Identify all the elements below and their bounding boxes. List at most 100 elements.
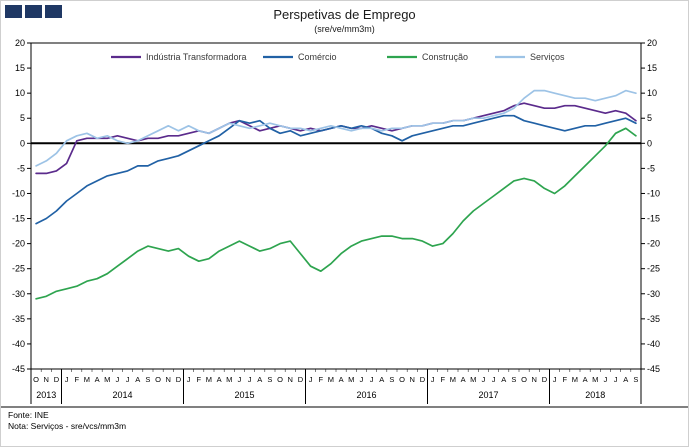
x-month-label: J (116, 375, 120, 384)
x-month-label: J (482, 375, 486, 384)
x-year-label: 2016 (356, 390, 376, 400)
x-month-label: J (604, 375, 608, 384)
y-tick-label-left: -15 (12, 214, 25, 224)
x-month-label: M (470, 375, 476, 384)
y-tick-label-right: -40 (647, 339, 660, 349)
logo-square (45, 5, 62, 18)
legend-label: Comércio (298, 52, 337, 62)
x-month-label: N (410, 375, 415, 384)
x-month-label: M (206, 375, 212, 384)
x-month-label: N (44, 375, 49, 384)
series-line-Serviços (35, 89, 637, 167)
x-month-label: O (399, 375, 405, 384)
series-line-Construção (35, 127, 637, 300)
y-tick-label-left: -30 (12, 289, 25, 299)
y-tick-label-right: -35 (647, 314, 660, 324)
y-tick-label-left: -20 (12, 239, 25, 249)
series-line-Comércio (35, 114, 637, 225)
x-month-label: M (226, 375, 232, 384)
x-month-label: A (339, 375, 344, 384)
chart-title: Perspetivas de Emprego (273, 7, 416, 22)
x-month-label: A (379, 375, 384, 384)
x-month-label: J (248, 375, 252, 384)
y-tick-label-left: -40 (12, 339, 25, 349)
footer: Fonte: INE Nota: Serviços - sre/vcs/mm3m (8, 410, 126, 432)
y-tick-label-right: -5 (647, 163, 655, 173)
x-month-label: A (501, 375, 506, 384)
x-month-label: S (389, 375, 394, 384)
x-month-label: D (542, 375, 548, 384)
x-month-label: N (532, 375, 537, 384)
y-tick-label-left: -45 (12, 364, 25, 374)
x-month-label: A (95, 375, 100, 384)
x-month-label: D (54, 375, 60, 384)
x-month-label: F (318, 375, 323, 384)
legend-label: Indústria Transformadora (146, 52, 247, 62)
x-month-label: S (511, 375, 516, 384)
x-month-label: D (298, 375, 304, 384)
x-month-label: M (348, 375, 354, 384)
x-month-label: A (623, 375, 628, 384)
y-tick-label-right: -15 (647, 214, 660, 224)
y-tick-label-left: 0 (20, 138, 25, 148)
x-year-label: 2014 (112, 390, 132, 400)
x-month-label: A (257, 375, 262, 384)
y-tick-label-left: -35 (12, 314, 25, 324)
x-month-label: O (33, 375, 39, 384)
x-month-label: J (553, 375, 557, 384)
x-month-label: J (360, 375, 364, 384)
x-month-label: M (328, 375, 334, 384)
y-tick-label-right: 5 (647, 113, 652, 123)
y-tick-label-left: -25 (12, 264, 25, 274)
y-tick-label-right: 15 (647, 63, 657, 73)
x-month-label: D (176, 375, 182, 384)
x-month-label: O (155, 375, 161, 384)
source-note: Fonte: INE (8, 410, 49, 420)
x-month-label: M (104, 375, 110, 384)
x-month-label: S (267, 375, 272, 384)
x-month-label: J (187, 375, 191, 384)
x-month-label: M (572, 375, 578, 384)
x-month-label: J (370, 375, 374, 384)
logo-square (5, 5, 22, 18)
y-tick-label-left: 5 (20, 113, 25, 123)
x-month-label: J (238, 375, 242, 384)
x-month-label: O (521, 375, 527, 384)
chart-subtitle: (sre/ve/mm3m) (314, 24, 375, 34)
y-tick-label-right: -10 (647, 188, 660, 198)
x-month-label: M (450, 375, 456, 384)
y-tick-label-left: 15 (15, 63, 25, 73)
x-year-label: 2018 (585, 390, 605, 400)
legend-label: Serviços (530, 52, 565, 62)
x-month-label: A (583, 375, 588, 384)
x-month-label: F (562, 375, 567, 384)
y-tick-label-left: 10 (15, 88, 25, 98)
series-line-Indústria Transformadora (35, 102, 637, 175)
x-month-label: F (74, 375, 79, 384)
x-month-label: J (614, 375, 618, 384)
x-year-label: 2017 (478, 390, 498, 400)
x-year-label: 2015 (234, 390, 254, 400)
x-month-label: J (431, 375, 435, 384)
x-year-label: 2013 (36, 390, 56, 400)
y-tick-label-right: 20 (647, 38, 657, 48)
logo-square (25, 5, 42, 18)
x-month-label: F (440, 375, 445, 384)
services-note: Nota: Serviços - sre/vcs/mm3m (8, 421, 127, 432)
y-tick-label-right: -45 (647, 364, 660, 374)
x-month-label: A (135, 375, 140, 384)
x-month-label: D (420, 375, 426, 384)
x-month-label: F (196, 375, 201, 384)
y-tick-label-left: -5 (17, 163, 25, 173)
x-month-label: J (492, 375, 496, 384)
x-month-label: J (309, 375, 313, 384)
y-axis: 20 20 15 15 10 10 5 5 0 0 -5 -5 -10 -10 -15 -15 -20 -20 -2… (12, 38, 660, 374)
x-month-label: A (461, 375, 466, 384)
x-month-label: S (145, 375, 150, 384)
y-tick-label-left: -10 (12, 188, 25, 198)
x-month-label: N (288, 375, 293, 384)
y-tick-label-right: 0 (647, 138, 652, 148)
